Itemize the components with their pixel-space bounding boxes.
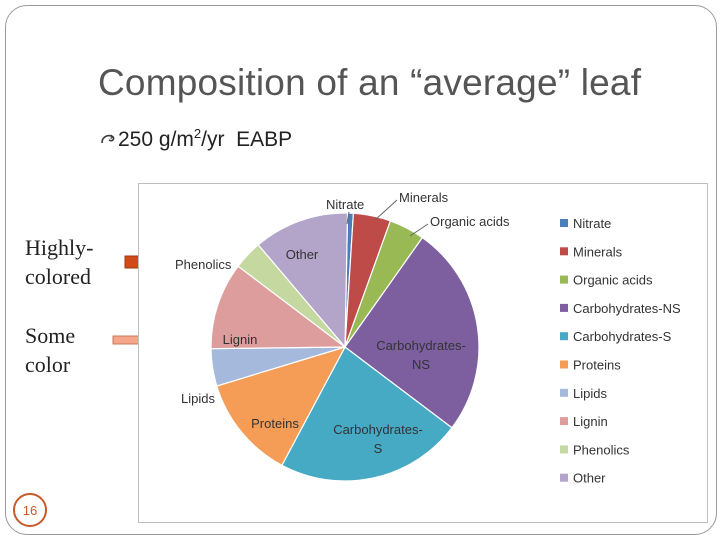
bullet-unit-suffix: /yr — [201, 128, 225, 151]
legend-label: Carbohydrates-S — [573, 329, 672, 344]
side-label-line: Some — [25, 323, 76, 348]
pie-label: Nitrate — [326, 197, 364, 212]
pie-slice-other — [257, 212, 349, 349]
legend-swatch — [560, 275, 568, 284]
legend-label: Nitrate — [573, 216, 611, 231]
pie-label: Other — [286, 247, 319, 262]
pie-label: Phenolics — [175, 257, 232, 272]
bullet-value: 250 — [118, 128, 154, 151]
legend-swatch — [560, 247, 568, 256]
side-label-highly-colored: Highly- colored — [25, 233, 93, 291]
slide-number: 16 — [13, 493, 47, 527]
pie-label: Minerals — [399, 190, 449, 205]
legend-label: Carbohydrates-NS — [573, 301, 681, 316]
pie-chart: Nitrate Minerals Organic acids Carbohydrate… — [175, 190, 681, 486]
legend-label: Phenolics — [573, 442, 630, 457]
pie-label-line: Organic acids — [430, 214, 510, 229]
pie-label-line: Other — [286, 247, 319, 262]
legend-swatch — [560, 473, 568, 482]
legend-label: Lignin — [573, 414, 608, 429]
pie-label-line: NS — [412, 357, 430, 372]
legend-swatch — [560, 417, 568, 426]
pie-label-line: Carbohydrates- — [376, 338, 466, 353]
pie-slice-carbohydrates-ns — [344, 236, 480, 429]
pie-label-line: Minerals — [399, 190, 449, 205]
side-label-some-color: Some color — [25, 321, 75, 379]
legend-label: Organic acids — [573, 273, 653, 288]
pie-label-line: Nitrate — [326, 197, 364, 212]
legend-label: Lipids — [573, 386, 607, 401]
legend-swatch — [560, 360, 568, 369]
side-label-line: color — [25, 352, 71, 377]
legend-swatch — [560, 388, 568, 397]
pie-label: Proteins — [251, 416, 299, 431]
chart-box: Nitrate Minerals Organic acids Carbohydrate… — [138, 183, 708, 523]
legend-label: Proteins — [573, 358, 621, 373]
pie-label-line: Carbohydrates- — [333, 422, 423, 437]
pie-label-line: Phenolics — [175, 257, 232, 272]
legend-swatch — [560, 332, 568, 341]
pie-label: Lipids — [181, 391, 215, 406]
legend-swatch — [560, 445, 568, 454]
pie-label-line: Lipids — [181, 391, 215, 406]
pie-label-line: Proteins — [251, 416, 299, 431]
curl-bullet-icon — [101, 134, 115, 144]
legend-label: Minerals — [573, 244, 623, 259]
pie-label-line: S — [374, 441, 383, 456]
pie-label: Carbohydrates- S — [333, 422, 423, 456]
pie-label: Organic acids — [430, 214, 510, 229]
pie-label-line: Lignin — [223, 332, 258, 347]
bullet-label: EABP — [236, 128, 293, 151]
pie-label: Carbohydrates- NS — [376, 338, 466, 372]
pie-leader-line — [409, 223, 429, 237]
bullet-unit-prefix: g/m — [158, 128, 194, 151]
legend-label: Other — [573, 471, 606, 486]
pie-leader-line — [374, 199, 398, 221]
pie-slice-lignin — [210, 265, 347, 350]
side-label-line: Highly- — [25, 235, 94, 260]
side-label-line: colored — [25, 264, 91, 289]
pie-leader-line — [346, 211, 350, 225]
legend-swatch — [560, 219, 568, 227]
pie-slice-carbohydrates-s — [281, 346, 453, 482]
bullet-line: 250 g/m2/yr EABP — [100, 126, 293, 152]
slide-title: Composition of an “average” leaf — [98, 62, 642, 103]
legend-swatch — [560, 303, 568, 312]
pie-label: Lignin — [223, 332, 258, 347]
bullet-unit-sup: 2 — [193, 126, 202, 141]
